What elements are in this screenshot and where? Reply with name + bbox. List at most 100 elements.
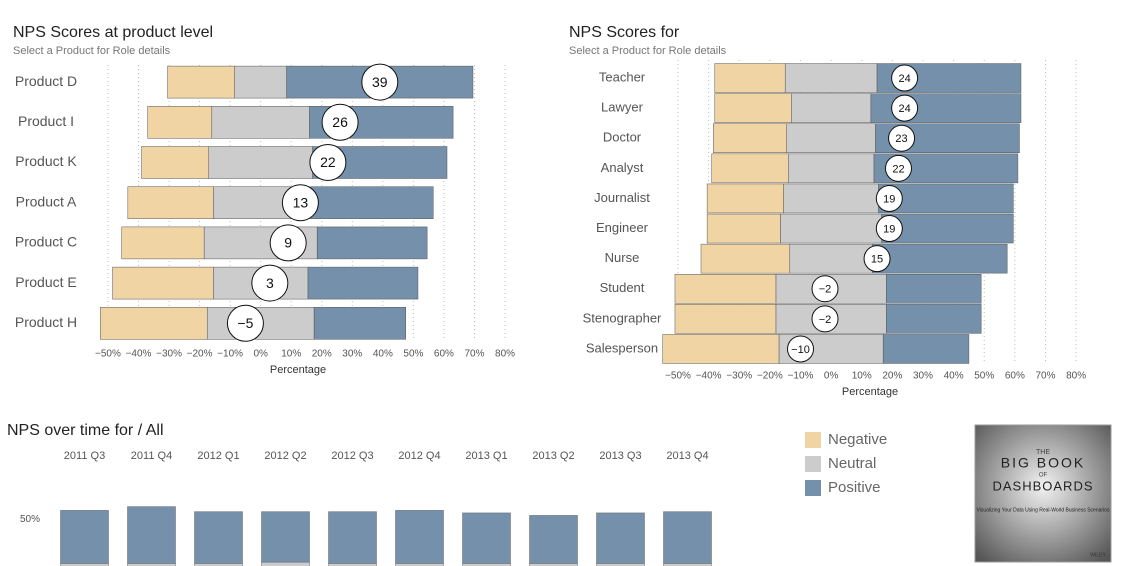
x-tick-label: −40% xyxy=(696,371,722,382)
x-tick-label: −20% xyxy=(757,371,783,382)
x-tick-label: −10% xyxy=(788,371,814,382)
x-tick-label: 50% xyxy=(974,371,994,382)
category-label: 2012 Q4 xyxy=(398,450,440,462)
nps-marker xyxy=(309,144,347,181)
nps-label: −2 xyxy=(819,314,832,326)
x-tick-label: 30% xyxy=(913,371,933,382)
chart-title: NPS over time for / All xyxy=(7,422,164,439)
nps-marker xyxy=(875,184,903,212)
bar-segment xyxy=(714,63,786,93)
nps-label: 9 xyxy=(284,235,292,251)
category-label: Engineer xyxy=(596,220,649,235)
x-tick-label: 50% xyxy=(403,349,423,360)
category-label: Teacher xyxy=(599,69,646,84)
x-tick-label: −10% xyxy=(217,349,243,360)
x-tick-label: 80% xyxy=(1066,371,1086,382)
bar-segment xyxy=(112,266,214,300)
book-text: BIG BOOK xyxy=(1001,455,1085,471)
chart-subtitle: Select a Product for Role details xyxy=(13,45,171,57)
x-tick-label: −30% xyxy=(156,349,182,360)
book-text: Visualizing Your Data Using Real-World B… xyxy=(977,507,1110,513)
bar-segment xyxy=(316,226,428,260)
nps-marker xyxy=(884,154,912,182)
x-axis-label: Percentage xyxy=(270,364,326,376)
column-segment xyxy=(328,511,377,564)
bar-segment xyxy=(706,213,781,244)
category-label: Product I xyxy=(18,113,74,129)
book-text: THE xyxy=(1036,449,1050,456)
bar-segment xyxy=(706,183,784,214)
category-label: Salesperson xyxy=(586,340,658,355)
category-label: 2012 Q1 xyxy=(197,450,239,462)
bar-segment xyxy=(885,304,982,334)
category-label: Student xyxy=(600,280,645,295)
category-label: Journalist xyxy=(594,190,650,205)
nps-marker xyxy=(875,215,903,243)
x-tick-label: −50% xyxy=(95,349,121,360)
legend-label: Negative xyxy=(828,431,887,448)
chart-title: NPS Scores at product level xyxy=(13,24,213,41)
x-tick-label: 0% xyxy=(824,371,839,382)
x-tick-label: −40% xyxy=(126,349,152,360)
nps-marker xyxy=(251,264,289,302)
x-tick-label: 60% xyxy=(434,349,454,360)
x-tick-label: 40% xyxy=(373,349,393,360)
column-segment xyxy=(395,510,444,564)
category-label: Product C xyxy=(15,234,77,250)
bar-segment xyxy=(885,274,982,304)
x-tick-label: 70% xyxy=(1035,371,1055,382)
category-label: 2013 Q2 xyxy=(532,450,574,462)
nps-marker xyxy=(281,184,319,222)
nps-marker xyxy=(811,275,839,303)
x-tick-label: −20% xyxy=(187,349,213,360)
column-segment xyxy=(194,511,243,564)
bar-segment xyxy=(208,146,313,179)
category-label: 2013 Q3 xyxy=(599,450,641,462)
nps-label: −2 xyxy=(819,284,832,296)
nps-label: 24 xyxy=(898,73,910,85)
nps-marker xyxy=(787,335,815,363)
chart-subtitle: Select a Product for Role details xyxy=(569,45,727,57)
x-tick-label: 40% xyxy=(944,371,964,382)
bar-segment xyxy=(211,106,310,139)
bar-segment xyxy=(714,93,792,123)
bar-segment xyxy=(712,123,787,153)
nps-label: 24 xyxy=(898,103,910,115)
nps-label: 13 xyxy=(293,194,309,210)
column-segment xyxy=(663,511,712,564)
bar-segment xyxy=(127,186,214,219)
bar-segment xyxy=(662,334,780,364)
book-text: WILEY xyxy=(1090,552,1106,558)
x-tick-label: 30% xyxy=(342,349,362,360)
nps-marker xyxy=(321,103,359,141)
bar-segment xyxy=(881,213,1014,244)
column-segment xyxy=(261,561,310,566)
column-segment xyxy=(596,512,645,564)
nps-label: 39 xyxy=(372,74,388,90)
category-label: Product D xyxy=(15,73,77,89)
legend-swatch xyxy=(805,480,821,496)
legend-swatch xyxy=(805,432,821,448)
column-segment xyxy=(60,510,109,564)
category-label: 2011 Q4 xyxy=(131,450,172,462)
y-tick-label: 50% xyxy=(20,514,40,525)
nps-label: −5 xyxy=(237,315,253,331)
bar-segment xyxy=(147,106,213,139)
x-tick-label: 20% xyxy=(312,349,332,360)
category-label: Analyst xyxy=(601,160,644,175)
bar-segment xyxy=(788,153,875,184)
bar-segment xyxy=(791,93,872,123)
category-label: 2012 Q2 xyxy=(264,450,306,462)
nps-label: 22 xyxy=(892,163,904,175)
bar-segment xyxy=(674,304,777,334)
category-label: 2012 Q3 xyxy=(331,450,373,462)
column-segment xyxy=(127,506,176,564)
category-label: Product K xyxy=(15,153,77,169)
bar-segment xyxy=(234,65,287,99)
bar-segment xyxy=(780,213,882,244)
x-tick-label: 80% xyxy=(495,349,515,360)
category-label: Product A xyxy=(16,193,77,209)
nps-label: 19 xyxy=(883,193,895,205)
x-tick-label: 70% xyxy=(464,349,484,360)
